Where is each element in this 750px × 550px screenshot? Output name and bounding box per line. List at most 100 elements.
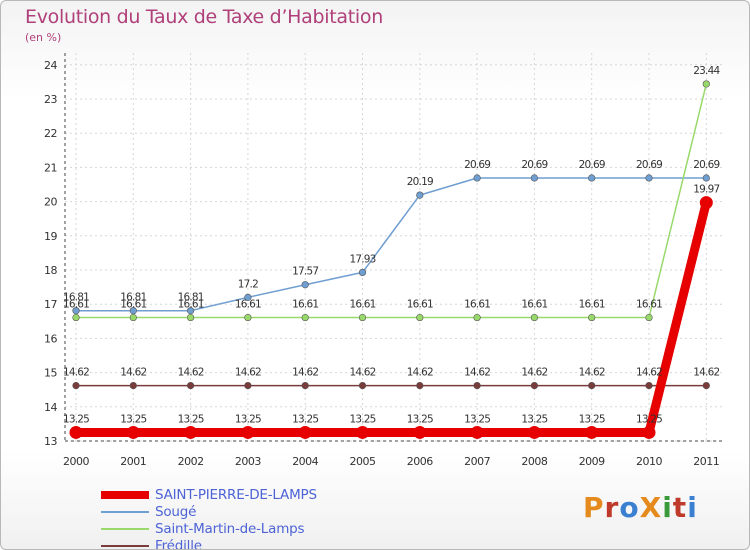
data-label: 14.62 [407,367,433,379]
legend-item: SAINT-PIERRE-DE-LAMPS [101,486,317,503]
data-point [301,281,309,289]
data-label: 13.25 [636,413,662,425]
y-tick-label: 23 [44,93,57,106]
data-point [72,381,80,390]
data-point [358,268,367,276]
data-label: 13.25 [464,413,490,425]
data-label: 16.81 [120,292,146,304]
data-point [473,313,481,322]
data-point [129,381,137,390]
data-label: 20.69 [464,159,490,171]
y-tick-label: 24 [44,59,57,72]
data-label: 16.61 [349,299,375,311]
data-label: 14.62 [63,367,89,379]
data-point [416,313,424,322]
y-tick-label: 20 [44,196,57,209]
legend-item: Sougé [101,503,317,520]
legend-swatch [101,544,149,547]
series-line-1 [75,177,708,312]
x-tick-label: 2008 [521,455,547,468]
data-label: 16.61 [63,299,89,311]
x-tick-label: 2011 [693,455,719,468]
proxiti-logo: ProXiti [583,491,698,524]
data-label: 16.61 [235,299,261,311]
data-point [588,174,596,182]
data-point [473,174,481,182]
data-label: 19.97 [693,184,719,196]
data-point [585,425,599,439]
data-label: 14.62 [636,367,662,379]
data-label: 16.61 [579,299,605,311]
data-label: 13.25 [292,413,318,425]
data-point [588,381,596,390]
data-label: 13.25 [407,413,433,425]
data-point [527,425,541,439]
legend-label: Frédille [155,537,202,550]
data-point [645,313,653,322]
data-point [298,425,312,439]
y-tick-label: 17 [44,298,57,311]
legend-swatch [101,490,149,499]
data-label: 17.57 [292,266,318,278]
data-label: 14.62 [579,367,605,379]
y-tick-label: 14 [44,401,57,414]
data-label: 14.62 [120,367,146,379]
data-label: 16.61 [178,299,204,311]
data-label: 14.62 [521,367,547,379]
y-tick-label: 22 [44,127,57,140]
data-label: 16.81 [63,292,89,304]
x-tick-label: 2010 [636,455,662,468]
data-label: 17.2 [238,278,258,290]
data-point [645,381,653,390]
data-point [187,313,195,322]
data-label: 13.25 [63,413,89,425]
x-tick-label: 2004 [292,455,318,468]
data-point [588,313,596,322]
data-label: 16.61 [636,299,662,311]
data-label: 14.62 [235,367,261,379]
data-label: 13.25 [521,413,547,425]
data-label: 14.62 [464,367,490,379]
data-point [356,425,369,439]
data-point [241,425,255,439]
data-label: 20.69 [521,159,547,171]
series-line-0 [71,198,711,437]
data-label: 20.19 [407,176,433,188]
data-point [416,191,424,199]
data-label: 14.62 [349,367,375,379]
data-point [530,174,539,182]
data-point [69,425,83,439]
data-point [642,425,656,439]
x-tick-label: 2009 [579,455,605,468]
x-tick-label: 2003 [235,455,261,468]
y-tick-label: 16 [44,332,57,345]
x-tick-label: 2001 [120,455,146,468]
x-tick-label: 2007 [464,455,490,468]
data-point [301,313,309,322]
data-point [470,425,484,439]
data-point [72,313,80,322]
data-label: 17.93 [349,253,375,265]
data-point [187,381,195,390]
data-label: 13.25 [349,413,375,425]
y-tick-label: 15 [44,367,57,380]
chart-title: Evolution du Taux de Taxe d’Habitation [25,6,383,28]
data-point [530,381,539,390]
data-point [358,313,367,322]
series-line-2 [75,83,708,319]
data-point [244,293,252,301]
data-point [699,196,713,210]
data-point [244,313,252,322]
y-tick-label: 18 [44,264,57,277]
data-point [645,174,653,182]
legend-swatch [101,510,149,513]
legend-label: Sougé [155,503,197,520]
x-tick-label: 2002 [178,455,204,468]
y-tick-label: 13 [44,435,57,448]
data-label: 13.25 [579,413,605,425]
chart-subtitle: (en %) [25,31,62,44]
data-point [184,425,198,439]
data-point [126,425,140,439]
data-label: 13.25 [178,413,204,425]
